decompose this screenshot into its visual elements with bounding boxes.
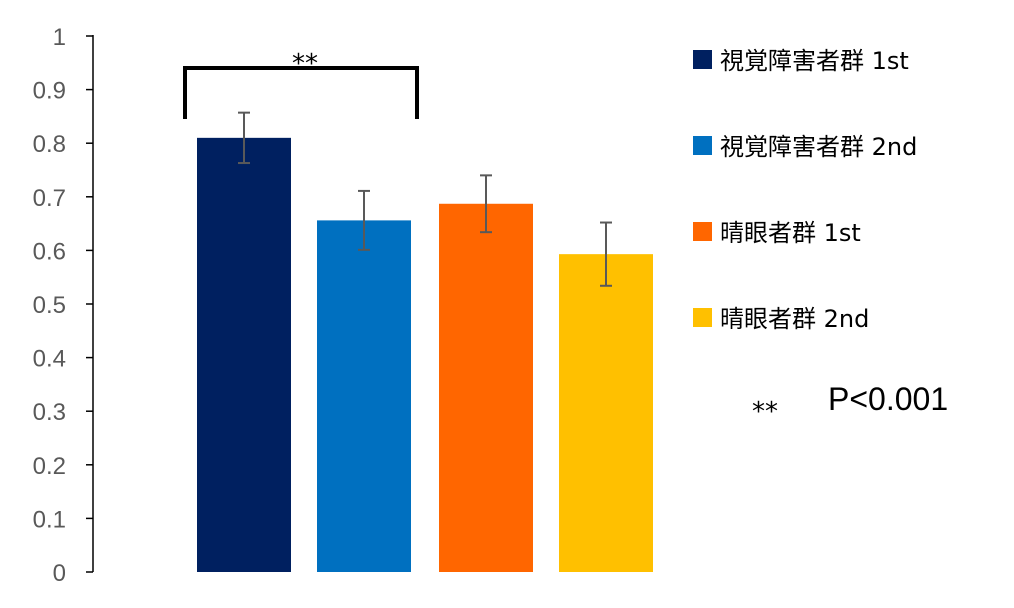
legend-label-2: 視覚障害者群 2nd [720,133,917,161]
legend-swatch-2 [693,136,712,155]
y-tick-label: 0.7 [33,185,66,212]
y-tick-label: 0 [53,560,66,587]
y-tick-label: 1 [53,24,66,51]
error-bars [238,111,612,287]
legend-label-1: 視覚障害者群 1st [720,47,909,75]
y-tick-label: 0.6 [33,238,66,265]
legend-swatch-1 [693,50,712,69]
legend-swatch-3 [693,222,712,241]
y-tick-label: 0.3 [33,399,66,426]
y-tick-label: 0.9 [33,78,66,105]
note-marker: ** [752,397,778,427]
bars [197,137,653,573]
legend-swatch-4 [693,308,712,327]
significance-bracket-group: ** [183,49,419,119]
legend-label-3: 晴眼者群 1st [720,219,861,247]
y-tick-label: 0.1 [33,506,66,533]
bar-2 [317,220,411,572]
y-tick-label: 0.4 [33,346,66,373]
y-tick-label: 0.2 [33,453,66,480]
bar-3 [439,203,533,572]
y-axis-ticks: 1 0.9 0.8 0.7 0.6 0.5 0.4 0.3 0.2 0.1 0 [33,24,93,587]
significance-label: ** [292,49,318,79]
legend: 視覚障害者群 1st 視覚障害者群 2nd 晴眼者群 1st 晴眼者群 2nd [693,47,917,333]
legend-label-4: 晴眼者群 2nd [720,305,869,333]
y-tick-label: 0.8 [33,131,66,158]
significance-bracket [183,66,419,119]
bar-4 [559,254,653,573]
bar-1 [197,137,291,572]
y-tick-label: 0.5 [33,292,66,319]
note-text: P<0.001 [828,381,948,417]
significance-note: ** P<0.001 [752,381,948,427]
